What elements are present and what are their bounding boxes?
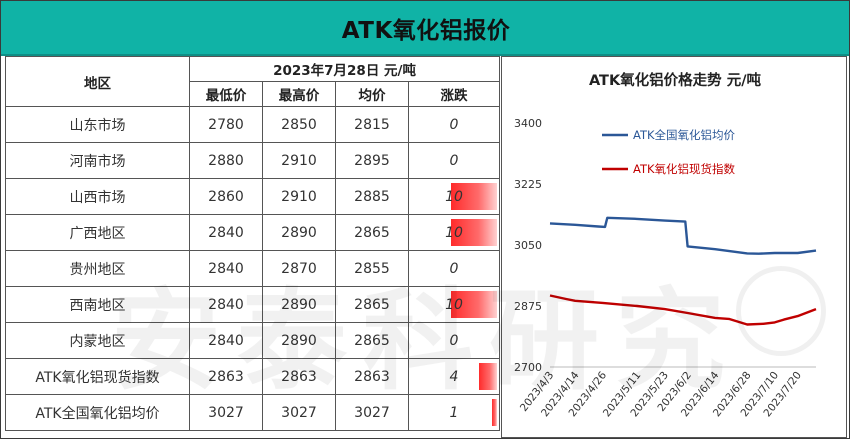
high-price-cell: 2890 [262,322,336,359]
series-line [549,216,817,255]
high-price-cell: 2890 [262,286,336,323]
avg-price-cell: 2885 [335,178,409,215]
change-cell: 0 [407,106,501,143]
legend-label: ATK全国氧化铝均价 [633,128,736,142]
date-header: 2023年7月28日 元/吨 [188,56,501,82]
region-cell: 贵州地区 [5,250,190,287]
avg-price-cell: 2865 [335,322,409,359]
page-title: ATK氧化铝报价 [341,17,511,44]
region-cell: ATK全国氧化铝均价 [5,394,190,431]
high-price-cell: 2870 [262,250,336,287]
low-price-cell: 2863 [189,358,263,395]
change-bar [451,291,498,318]
column-header-low: 最低价 [189,81,263,107]
chart-title: ATK氧化铝价格走势 元/吨 [588,73,762,89]
change-bar [451,183,498,210]
y-tick-label: 2875 [514,300,542,313]
table-row: ATK氧化铝现货指数 2863 2863 2863 4 [5,358,501,395]
low-price-cell: 3027 [189,394,263,431]
region-cell: 广西地区 [5,214,190,251]
region-cell: 山西市场 [5,178,190,215]
chart-panel: ATK氧化铝价格走势 元/吨 2700 2875 3050 3225 3400 2023/… [501,56,847,438]
table-row: 山东市场 2780 2850 2815 0 [5,106,501,143]
price-trend-chart: 270028753050322534002023/4/32023/4/14202… [514,117,817,419]
column-header-high: 最高价 [262,81,336,107]
table-row: 西南地区 2840 2890 2865 10 [5,286,501,323]
change-cell: 10 [407,286,501,323]
table-row: 河南市场 2880 2910 2895 0 [5,142,501,179]
y-tick-label: 3400 [514,117,542,130]
low-price-cell: 2840 [189,286,263,323]
change-value: 10 [445,224,463,241]
table-row: 山西市场 2860 2910 2885 10 [5,178,501,215]
change-value: 0 [449,152,459,169]
y-tick-label: 2700 [514,361,542,374]
low-price-cell: 2840 [189,250,263,287]
high-price-cell: 2890 [262,214,336,251]
change-value: 4 [449,368,459,385]
change-bar [451,219,498,246]
change-cell: 10 [407,178,501,215]
low-price-cell: 2860 [189,178,263,215]
y-tick-label: 3225 [514,178,542,191]
avg-price-cell: 2865 [335,214,409,251]
y-tick-label: 3050 [514,239,542,252]
change-cell: 0 [407,322,501,359]
avg-price-cell: 2895 [335,142,409,179]
change-value: 10 [445,296,463,313]
high-price-cell: 2910 [262,142,336,179]
region-cell: ATK氧化铝现货指数 [5,358,190,395]
low-price-cell: 2780 [189,106,263,143]
low-price-cell: 2880 [189,142,263,179]
column-header-change: 涨跌 [407,81,501,107]
table-row: 内蒙地区 2840 2890 2865 0 [5,322,501,359]
change-cell: 0 [407,142,501,179]
series-line [549,294,817,326]
change-value: 0 [449,332,459,349]
change-value: 0 [449,260,459,277]
avg-price-cell: 2855 [335,250,409,287]
change-cell: 4 [407,358,501,395]
change-value: 10 [445,188,463,205]
legend-label: ATK氧化铝现货指数 [633,162,736,176]
change-cell: 10 [407,214,501,251]
avg-price-cell: 2815 [335,106,409,143]
region-cell: 河南市场 [5,142,190,179]
region-cell: 西南地区 [5,286,190,323]
avg-price-cell: 2863 [335,358,409,395]
change-value: 1 [449,404,459,421]
region-cell: 山东市场 [5,106,190,143]
change-bar [492,399,498,426]
change-cell: 0 [407,250,501,287]
change-bar [479,363,498,390]
price-table: 地区 2023年7月28日 元/吨 最低价 最高价 均价 涨跌 山东市场 2780… [5,56,501,431]
table-row: ATK全国氧化铝均价 3027 3027 3027 1 [5,394,501,431]
high-price-cell: 2863 [262,358,336,395]
change-cell: 1 [407,394,501,431]
title-banner: ATK氧化铝报价 [1,1,849,56]
avg-price-cell: 3027 [335,394,409,431]
avg-price-cell: 2865 [335,286,409,323]
high-price-cell: 2850 [262,106,336,143]
region-header: 地区 [5,56,190,107]
high-price-cell: 2910 [262,178,336,215]
high-price-cell: 3027 [262,394,336,431]
region-cell: 内蒙地区 [5,322,190,359]
low-price-cell: 2840 [189,322,263,359]
change-value: 0 [449,116,459,133]
table-row: 广西地区 2840 2890 2865 10 [5,214,501,251]
low-price-cell: 2840 [189,214,263,251]
column-header-avg: 均价 [335,81,409,107]
table-row: 贵州地区 2840 2870 2855 0 [5,250,501,287]
